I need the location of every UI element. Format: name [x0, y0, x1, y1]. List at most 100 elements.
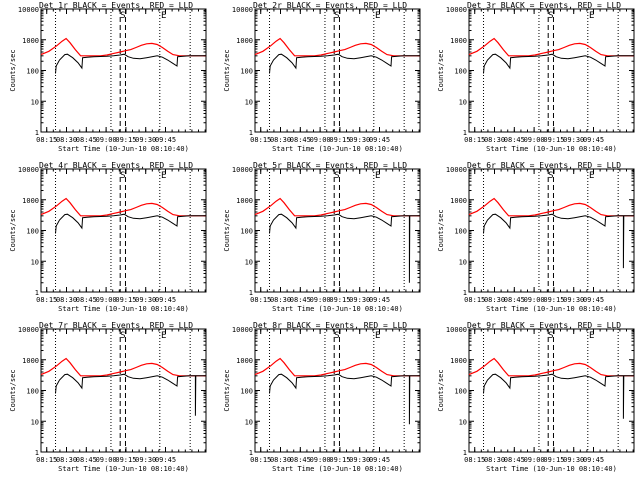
marker-label: E: [375, 331, 380, 341]
y-tick-label: 1000: [22, 197, 39, 205]
y-tick-label: 1000: [22, 357, 39, 365]
y-tick-label: 100: [240, 68, 253, 76]
y-tick-label: 1000: [236, 357, 253, 365]
x-tick-label: 08:30: [270, 136, 291, 144]
marker-label: E: [375, 11, 380, 21]
panel-frame: [40, 168, 207, 293]
x-tick-label: 09:00: [524, 456, 545, 464]
x-tick-label: 09:30: [135, 456, 156, 464]
y-axis-label: Counts/sec: [223, 209, 231, 251]
x-tick-label: 09:15: [543, 456, 564, 464]
y-tick-label: 10: [245, 418, 253, 426]
y-tick-label: 10000: [18, 166, 39, 174]
x-tick-label: 09:30: [135, 296, 156, 304]
y-axis-label: Counts/sec: [9, 49, 17, 91]
x-tick-label: 09:15: [543, 136, 564, 144]
x-tick-label: 09:30: [349, 136, 370, 144]
marker-label: S: [548, 171, 553, 181]
x-axis-label: Start Time (10-Jun-10 08:10:40): [272, 465, 403, 473]
marker-label: S: [120, 331, 125, 341]
detector-panel: Det 8r BLACK = Events, RED = LLD 1 10 100 10…: [223, 321, 421, 473]
y-tick-label: 10: [459, 258, 467, 266]
x-tick-label: 09:15: [115, 456, 136, 464]
x-tick-label: 09:45: [155, 136, 176, 144]
x-tick-label: 09:00: [310, 136, 331, 144]
lld-series: [40, 37, 206, 57]
panel-frame: [468, 8, 635, 133]
y-tick-label: 1: [463, 289, 467, 297]
y-axis-label: Counts/sec: [437, 209, 445, 251]
y-tick-label: 100: [454, 228, 467, 236]
y-tick-label: 1: [249, 289, 253, 297]
panel-title: Det 1r BLACK = Events, RED = LLD: [39, 1, 193, 10]
panel-frame: [40, 8, 207, 133]
x-tick-label: 09:00: [524, 296, 545, 304]
x-tick-label: 08:30: [484, 136, 505, 144]
x-tick-label: 09:00: [524, 136, 545, 144]
y-tick-label: 10: [31, 258, 39, 266]
y-axis-label: Counts/sec: [9, 369, 17, 411]
y-tick-label: 10: [459, 98, 467, 106]
x-tick-label: 08:45: [504, 136, 525, 144]
y-tick-label: 10000: [18, 326, 39, 334]
x-tick-label: 08:45: [504, 296, 525, 304]
y-tick-label: 1: [35, 449, 39, 457]
y-tick-label: 1000: [450, 197, 467, 205]
x-tick-label: 08:15: [464, 456, 485, 464]
events-series: [269, 373, 420, 425]
panel-frame: [468, 168, 635, 293]
x-tick-label: 09:15: [115, 136, 136, 144]
y-tick-label: 100: [240, 388, 253, 396]
lld-series: [40, 197, 206, 217]
x-tick-label: 09:15: [329, 136, 350, 144]
panel-title: Det 5r BLACK = Events, RED = LLD: [253, 161, 407, 170]
x-tick-label: 08:30: [56, 136, 77, 144]
x-tick-label: 09:30: [135, 136, 156, 144]
x-axis-label: Start Time (10-Jun-10 08:10:40): [486, 465, 617, 473]
events-series: [55, 213, 206, 234]
x-axis-label: Start Time (10-Jun-10 08:10:40): [58, 145, 189, 153]
lld-series: [254, 357, 420, 377]
lld-series: [468, 197, 634, 217]
x-tick-label: 08:30: [484, 296, 505, 304]
x-tick-label: 09:45: [155, 456, 176, 464]
y-tick-label: 10000: [446, 166, 467, 174]
marker-label: E: [589, 171, 594, 181]
y-tick-label: 1: [463, 449, 467, 457]
panel-frame: [254, 168, 421, 293]
x-tick-label: 08:30: [484, 456, 505, 464]
marker-label: E: [161, 331, 166, 341]
panel-title: Det 4r BLACK = Events, RED = LLD: [39, 161, 193, 170]
x-axis-label: Start Time (10-Jun-10 08:10:40): [486, 305, 617, 313]
panel-frame: [468, 328, 635, 453]
events-series: [483, 53, 634, 74]
y-tick-label: 10000: [232, 166, 253, 174]
x-tick-label: 09:00: [96, 456, 117, 464]
marker-label: S: [548, 11, 553, 21]
y-axis-label: Counts/sec: [223, 369, 231, 411]
events-series: [269, 53, 420, 74]
panel-title: Det 9r BLACK = Events, RED = LLD: [467, 321, 621, 330]
y-tick-label: 1000: [450, 37, 467, 45]
detector-panel: Det 9r BLACK = Events, RED = LLD 1 10 100 10…: [437, 321, 635, 473]
marker-label: E: [161, 11, 166, 21]
x-tick-label: 09:15: [329, 296, 350, 304]
marker-label: S: [334, 331, 339, 341]
y-tick-label: 10000: [232, 326, 253, 334]
y-tick-label: 100: [454, 68, 467, 76]
panel-title: Det 3r BLACK = Events, RED = LLD: [467, 1, 621, 10]
panel-frame: [40, 328, 207, 453]
x-tick-label: 08:30: [56, 456, 77, 464]
panel-title: Det 2r BLACK = Events, RED = LLD: [253, 1, 407, 10]
marker-label: S: [334, 171, 339, 181]
y-tick-label: 100: [26, 68, 39, 76]
x-tick-label: 08:30: [270, 456, 291, 464]
x-tick-label: 09:30: [563, 136, 584, 144]
x-tick-label: 08:15: [36, 296, 57, 304]
x-tick-label: 09:30: [349, 456, 370, 464]
y-tick-label: 10000: [446, 6, 467, 14]
detector-panel: Det 4r BLACK = Events, RED = LLD 1 10 100 10…: [9, 161, 207, 313]
y-tick-label: 10000: [446, 326, 467, 334]
x-tick-label: 08:45: [290, 456, 311, 464]
panel-title: Det 8r BLACK = Events, RED = LLD: [253, 321, 407, 330]
